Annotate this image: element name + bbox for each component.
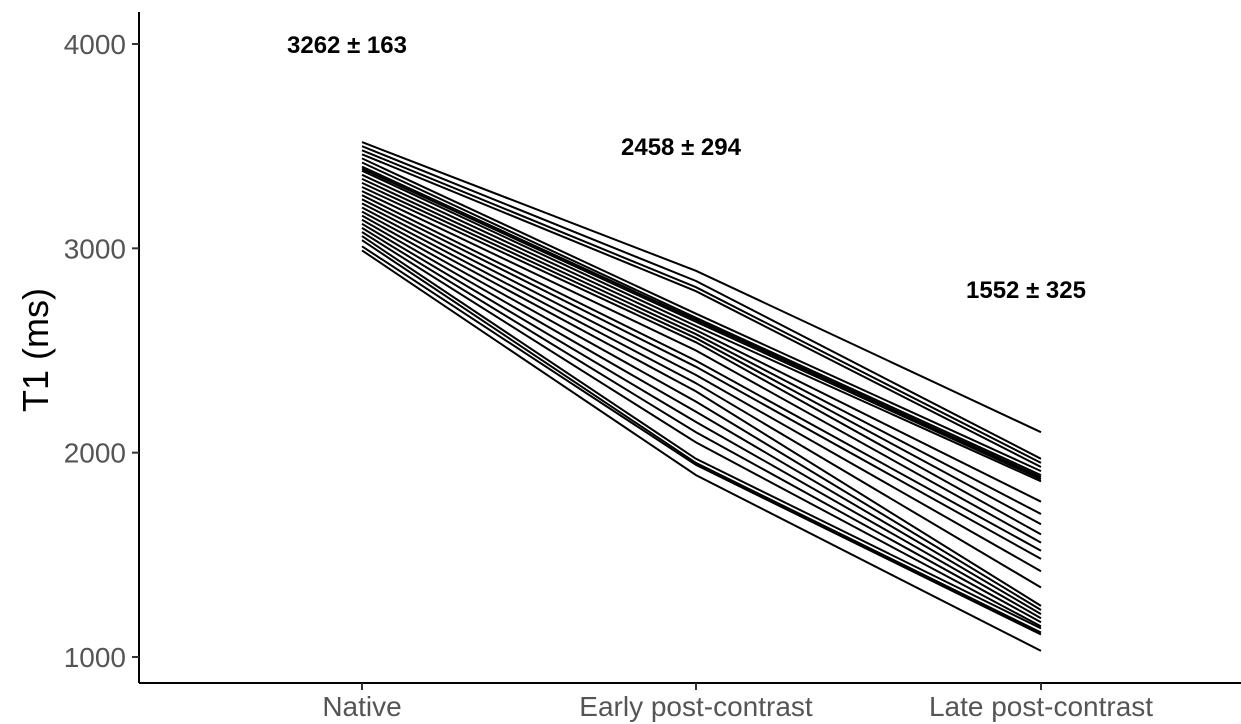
series-line-13 bbox=[361, 186, 1042, 536]
series-line-23 bbox=[361, 227, 1042, 624]
series-line-9 bbox=[361, 169, 1042, 483]
series-line-20 bbox=[361, 214, 1042, 611]
series-line-4 bbox=[361, 153, 1042, 468]
y-tick-label-3000: 3000 bbox=[64, 233, 126, 264]
y-axis-ticks: 1000 2000 3000 4000 bbox=[64, 29, 139, 673]
annotation-3: 1552 ± 325 bbox=[966, 277, 1086, 304]
series-line-3 bbox=[361, 149, 1042, 464]
series-line-11 bbox=[361, 177, 1042, 515]
series-line-2 bbox=[361, 145, 1042, 460]
series-line-5 bbox=[361, 157, 1042, 473]
series-line-1 bbox=[361, 141, 1042, 434]
y-tick-label-2000: 2000 bbox=[64, 438, 126, 469]
series-line-10 bbox=[361, 173, 1042, 503]
series-line-16 bbox=[361, 198, 1042, 560]
annotation-1: 3262 ± 163 bbox=[287, 32, 407, 59]
series-line-18 bbox=[361, 206, 1042, 589]
y-axis-title: T1 (ms) bbox=[15, 288, 56, 412]
series-line-12 bbox=[361, 181, 1042, 526]
series-line-27 bbox=[361, 245, 1042, 636]
series-layer bbox=[361, 141, 1042, 652]
series-line-17 bbox=[361, 202, 1042, 573]
x-tick-label-2: Early post-contrast bbox=[579, 691, 813, 722]
series-line-8 bbox=[361, 167, 1042, 481]
series-line-6 bbox=[361, 161, 1042, 477]
x-tick-label-1: Native bbox=[322, 691, 401, 722]
annotation-2: 2458 ± 294 bbox=[621, 134, 742, 161]
series-line-7 bbox=[361, 165, 1042, 479]
series-line-19 bbox=[361, 210, 1042, 607]
annotations: 3262 ± 163 2458 ± 294 1552 ± 325 bbox=[287, 32, 1086, 304]
series-line-24 bbox=[361, 231, 1042, 628]
x-tick-label-3: Late post-contrast bbox=[929, 691, 1153, 722]
series-line-14 bbox=[361, 190, 1042, 544]
series-line-25 bbox=[361, 235, 1042, 630]
series-line-28 bbox=[361, 249, 1042, 652]
series-line-22 bbox=[361, 222, 1042, 620]
y-tick-label-1000: 1000 bbox=[64, 642, 126, 673]
series-line-26 bbox=[361, 239, 1042, 634]
series-line-15 bbox=[361, 194, 1042, 552]
y-tick-label-4000: 4000 bbox=[64, 29, 126, 60]
series-line-21 bbox=[361, 218, 1042, 615]
x-axis-ticks: Native Early post-contrast Late post-contr… bbox=[322, 683, 1153, 722]
